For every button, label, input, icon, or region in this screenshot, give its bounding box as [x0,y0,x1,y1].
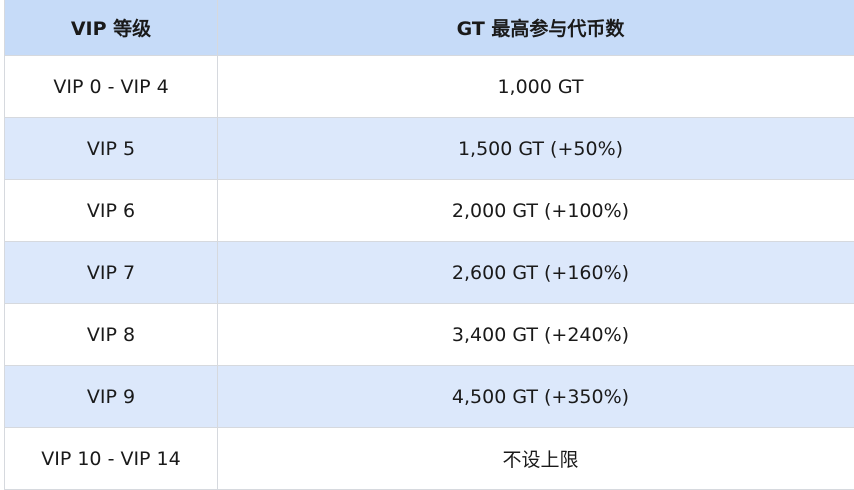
header-cell: GT 最高参与代币数 [217,0,854,56]
table-row: VIP 10 - VIP 14 不设上限 [4,427,854,490]
table-row: VIP 8 3,400 GT (+240%) [4,303,854,366]
table-cell: VIP 5 [4,117,218,180]
table-cell: 1,500 GT (+50%) [217,117,854,180]
table-row: VIP 6 2,000 GT (+100%) [4,179,854,242]
table-cell: VIP 10 - VIP 14 [4,427,218,490]
table-cell: 1,000 GT [217,55,854,118]
table-body: VIP 0 - VIP 4 1,000 GT VIP 5 1,500 GT (+50%… [4,55,854,490]
table-row: VIP 5 1,500 GT (+50%) [4,117,854,180]
table-container: VIP 等级 GT 最高参与代币数 VIP 0 - VIP 4 1,000 GT V… [4,0,854,490]
table-cell: 3,400 GT (+240%) [217,303,854,366]
table-cell: 2,000 GT (+100%) [217,179,854,242]
table-cell: 4,500 GT (+350%) [217,365,854,428]
table-cell: VIP 0 - VIP 4 [4,55,218,118]
table-cell: 不设上限 [217,427,854,490]
table-row: VIP 9 4,500 GT (+350%) [4,365,854,428]
table-cell: VIP 9 [4,365,218,428]
header-cell: VIP 等级 [4,0,218,56]
table-cell: 2,600 GT (+160%) [217,241,854,304]
header-row: VIP 等级 GT 最高参与代币数 [4,0,854,56]
table-cell: VIP 6 [4,179,218,242]
table-cell: VIP 8 [4,303,218,366]
table-cell: VIP 7 [4,241,218,304]
vip-table: VIP 等级 GT 最高参与代币数 VIP 0 - VIP 4 1,000 GT V… [4,0,854,490]
table-row: VIP 7 2,600 GT (+160%) [4,241,854,304]
table-row: VIP 0 - VIP 4 1,000 GT [4,55,854,118]
